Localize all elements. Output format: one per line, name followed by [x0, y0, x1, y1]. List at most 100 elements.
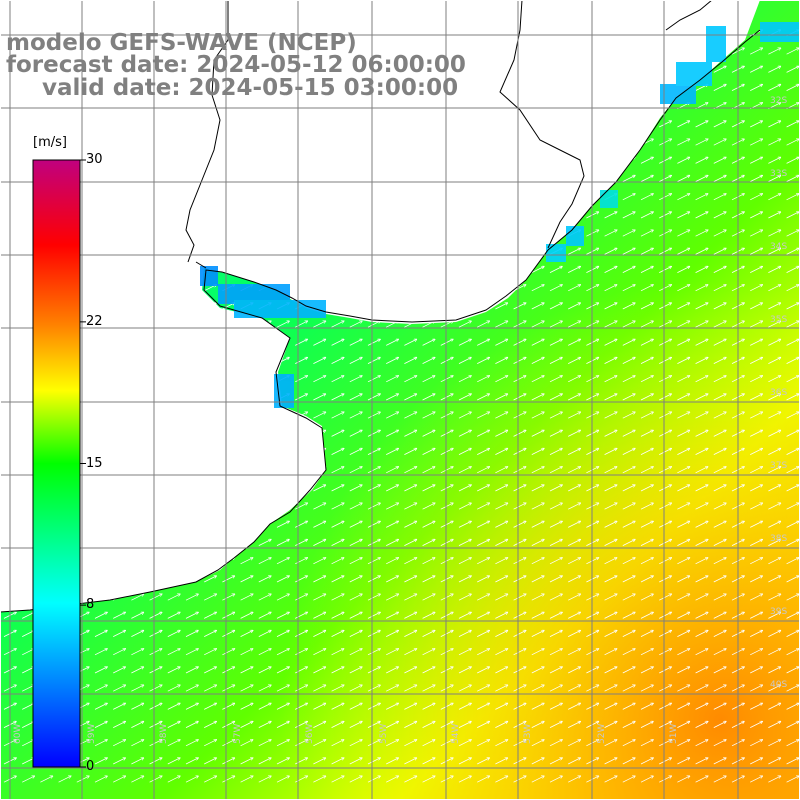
wind-arrow — [513, 576, 526, 583]
wind-arrow — [786, 248, 799, 255]
wind-arrow — [440, 467, 453, 474]
wind-arrow — [513, 339, 526, 346]
wind-arrow — [604, 540, 617, 546]
wind-arrow — [713, 194, 726, 201]
wind-arrow — [313, 503, 325, 510]
wind-arrow — [713, 503, 726, 510]
wind-arrow — [422, 449, 435, 455]
wind-arrow — [422, 467, 435, 474]
wind-arrow — [695, 521, 708, 528]
wind-arrow — [622, 521, 635, 528]
wind-arrow — [568, 303, 580, 310]
wind-arrow — [386, 612, 398, 619]
wind-arrow — [477, 376, 489, 383]
wind-arrow — [786, 230, 799, 237]
wind-arrow — [640, 303, 653, 310]
wind-arrow — [404, 412, 416, 419]
wind-arrow — [404, 631, 416, 637]
wind-arrow — [677, 467, 689, 474]
wind-arrow — [458, 358, 471, 364]
wind-arrow — [331, 358, 344, 364]
wind-arrow — [458, 339, 471, 346]
wind-arrow — [713, 376, 726, 383]
wind-arrow — [677, 303, 689, 310]
wind-arrow — [204, 576, 216, 583]
wind-arrow — [513, 412, 526, 419]
wind-arrow — [331, 612, 344, 619]
wind-arrow — [568, 631, 580, 637]
wind-arrow — [695, 176, 708, 182]
wind-arrow — [167, 631, 180, 637]
wind-arrow — [659, 230, 671, 237]
wind-arrow — [331, 430, 344, 437]
wind-arrow — [640, 467, 653, 474]
wind-arrow — [295, 558, 307, 565]
wind-arrow — [513, 321, 526, 328]
wind-arrow — [331, 485, 344, 492]
wind-arrow — [313, 412, 325, 419]
wind-arrow — [549, 285, 562, 292]
wind-arrow — [458, 594, 471, 601]
wind-arrow — [768, 576, 780, 583]
wind-arrow — [531, 358, 544, 364]
wind-arrow — [367, 649, 380, 656]
wind-arrow — [349, 540, 362, 546]
wind-arrow — [295, 576, 307, 583]
wind-arrow — [295, 521, 307, 528]
wind-arrow — [768, 85, 780, 91]
wind-arrow — [659, 540, 671, 546]
wind-arrow — [349, 321, 362, 328]
wind-arrow — [422, 521, 435, 528]
lat-label: 38S — [770, 534, 788, 544]
wind-arrow — [313, 321, 325, 328]
wind-arrow — [495, 503, 507, 510]
wind-arrow — [422, 558, 435, 565]
wind-arrow — [531, 649, 544, 656]
lon-label: 53W — [523, 723, 533, 744]
wind-arrow — [659, 248, 671, 255]
wind-arrow — [750, 631, 762, 637]
wind-arrow — [622, 303, 635, 310]
wind-arrow — [222, 631, 234, 637]
wind-arrow — [677, 449, 689, 455]
wind-arrow — [313, 394, 325, 401]
wind-arrow — [458, 521, 471, 528]
wind-arrow — [713, 121, 726, 128]
wind-arrow — [258, 612, 271, 619]
wind-arrow — [386, 430, 398, 437]
wind-arrow — [513, 521, 526, 528]
wind-arrow — [513, 594, 526, 601]
wind-arrow — [22, 649, 34, 656]
wind-arrow — [386, 521, 398, 528]
wind-arrow — [549, 321, 562, 328]
wind-arrow — [495, 649, 507, 656]
wind-arrow — [131, 612, 143, 619]
wind-arrow — [513, 430, 526, 437]
wind-arrow — [768, 66, 780, 73]
wind-arrow — [640, 631, 653, 637]
wind-arrow — [240, 576, 253, 583]
wind-arrow — [750, 285, 762, 292]
wind-arrow — [713, 558, 726, 565]
colorbar-tick-label: 22 — [86, 313, 103, 329]
wind-arrow — [422, 430, 435, 437]
wind-arrow — [513, 303, 526, 310]
wind-arrow — [640, 230, 653, 237]
wind-arrow — [367, 412, 380, 419]
wind-arrow — [695, 430, 708, 437]
wind-arrow — [568, 449, 580, 455]
wind-arrow — [604, 521, 617, 528]
wind-arrow — [622, 394, 635, 401]
wind-arrow — [622, 540, 635, 546]
wind-arrow — [295, 540, 307, 546]
wind-arrow — [568, 594, 580, 601]
wind-arrow — [440, 412, 453, 419]
wind-arrow — [768, 467, 780, 474]
wind-arrow — [604, 248, 617, 255]
wind-arrow — [604, 230, 617, 237]
wind-arrow — [640, 212, 653, 219]
wind-arrow — [458, 540, 471, 546]
wind-arrow — [695, 303, 708, 310]
wind-arrow — [295, 612, 307, 619]
wind-arrow — [786, 412, 799, 419]
